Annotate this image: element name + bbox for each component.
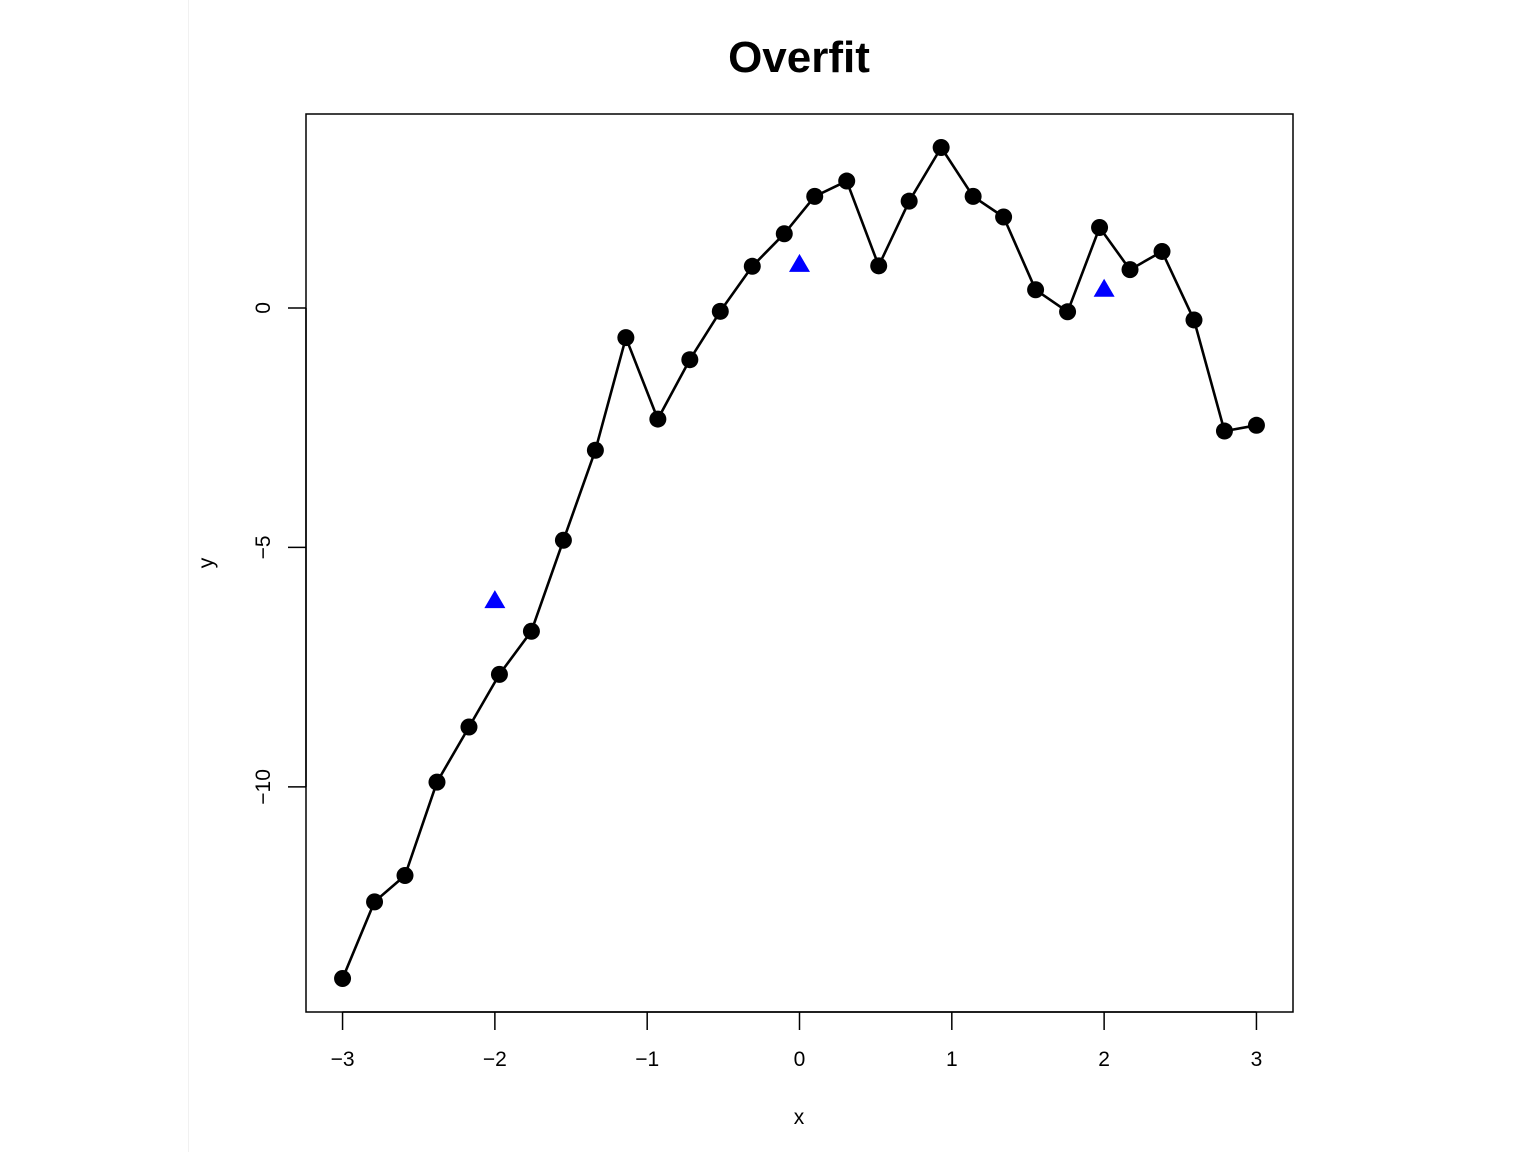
data-point — [617, 329, 635, 347]
x-tick-label: 2 — [1098, 1048, 1110, 1071]
series-line — [341, 146, 1257, 979]
data-point — [964, 187, 982, 205]
data-point — [838, 172, 856, 190]
triangle-point — [484, 590, 506, 609]
data-point — [1091, 219, 1109, 237]
data-point — [460, 718, 478, 736]
data-point — [554, 531, 572, 549]
data-point — [995, 208, 1013, 226]
x-tick-label: 3 — [1251, 1048, 1263, 1071]
data-point — [1027, 281, 1045, 299]
data-point — [586, 441, 604, 459]
data-point — [870, 257, 888, 275]
data-point — [522, 622, 540, 640]
left-margin-strip — [0, 0, 189, 1152]
plot-marks — [334, 139, 1265, 987]
data-point — [900, 192, 918, 210]
chart-title: Overfit — [728, 33, 870, 82]
data-point — [396, 867, 414, 885]
x-tick-label: 1 — [946, 1048, 958, 1071]
data-point — [806, 187, 824, 205]
data-point — [366, 893, 384, 911]
y-axis-label: y — [195, 557, 218, 568]
triangle-point — [789, 253, 810, 272]
data-point — [775, 225, 793, 243]
data-point — [1121, 261, 1139, 279]
data-point — [1185, 311, 1203, 329]
data-point — [1247, 416, 1265, 434]
data-point — [711, 302, 729, 320]
x-tick-label: −3 — [331, 1048, 355, 1071]
data-point — [490, 665, 508, 683]
data-point — [428, 773, 446, 791]
data-point — [932, 139, 950, 157]
data-point — [649, 410, 667, 428]
triangle-point — [1093, 278, 1115, 297]
data-point — [743, 257, 761, 275]
x-tick-label: −1 — [635, 1048, 659, 1071]
y-tick-label: −5 — [252, 535, 275, 559]
data-point — [1153, 242, 1171, 260]
x-axis: −3 −2 −1 0 1 2 3 — [331, 1011, 1263, 1071]
y-axis: 0 −5 −10 — [252, 302, 307, 805]
y-tick-label: −10 — [252, 769, 275, 805]
y-tick-label: 0 — [252, 302, 275, 314]
x-tick-label: −2 — [483, 1048, 507, 1071]
data-point — [1215, 422, 1233, 440]
data-point — [1059, 303, 1077, 321]
x-axis-label: x — [794, 1106, 805, 1129]
data-point — [334, 969, 352, 987]
plot-frame — [305, 113, 1294, 1013]
data-point — [681, 351, 699, 369]
x-tick-label: 0 — [794, 1048, 806, 1071]
